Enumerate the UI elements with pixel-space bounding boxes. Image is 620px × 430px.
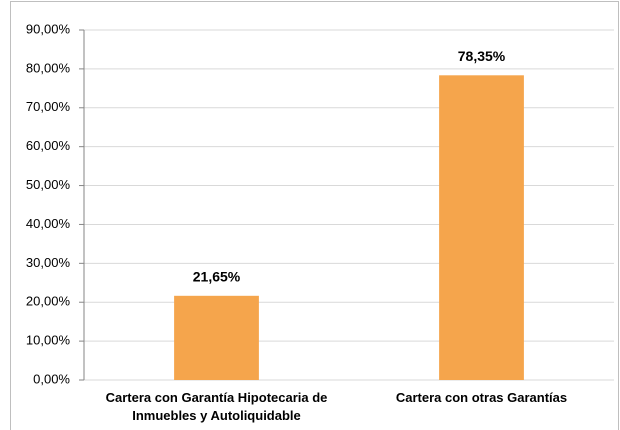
y-tick-label: 20,00% [26,294,71,309]
chart-frame [10,1,619,430]
y-tick-label: 90,00% [26,21,71,36]
x-tick-label: Cartera con Garantía Hipotecaria de Inmu… [105,390,328,423]
bar [174,295,259,380]
y-tick-label: 10,00% [26,333,71,348]
data-label: 78,35% [458,48,506,64]
y-tick-label: 80,00% [26,60,71,75]
y-tick-label: 60,00% [26,138,71,153]
y-tick-label: 70,00% [26,99,71,114]
x-tick-label: Cartera con otras Garantías [395,390,568,405]
y-tick-label: 30,00% [26,255,71,270]
y-tick-label: 40,00% [26,216,71,231]
bar [439,75,524,381]
y-tick-label: 50,00% [26,177,71,192]
y-tick-label: 0,00% [33,371,70,386]
data-label: 21,65% [193,269,241,285]
